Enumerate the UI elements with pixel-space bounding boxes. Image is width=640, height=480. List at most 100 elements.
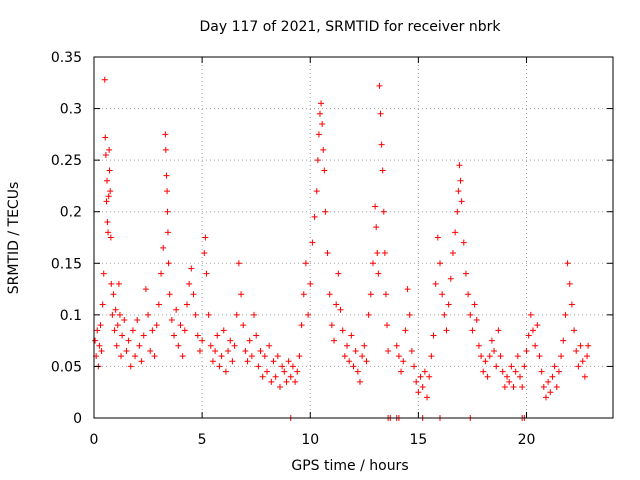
- data-point: [510, 384, 517, 391]
- data-point: [196, 347, 203, 354]
- data-point: [222, 368, 229, 375]
- data-point: [471, 301, 478, 308]
- data-point: [153, 322, 160, 329]
- data-point: [443, 327, 450, 334]
- y-tick-label: 0.3: [60, 102, 82, 118]
- data-point: [125, 337, 132, 344]
- plot-frame: [93, 56, 614, 419]
- data-point: [173, 306, 180, 313]
- data-point: [367, 291, 374, 298]
- data-point: [430, 332, 437, 339]
- data-point: [248, 353, 255, 360]
- data-point: [382, 291, 389, 298]
- data-point: [194, 332, 201, 339]
- data-point: [119, 332, 126, 339]
- data-point: [377, 110, 384, 117]
- data-point: [162, 146, 169, 153]
- data-point: [106, 146, 113, 153]
- data-point: [192, 311, 199, 318]
- data-point: [545, 378, 552, 385]
- data-point: [255, 363, 262, 370]
- data-point: [220, 327, 227, 334]
- data-point: [333, 301, 340, 308]
- data-point: [199, 337, 206, 344]
- data-point: [395, 353, 402, 360]
- data-point: [320, 146, 327, 153]
- data-point: [400, 358, 407, 365]
- data-point: [177, 322, 184, 329]
- data-point: [398, 368, 405, 375]
- data-point: [454, 208, 461, 215]
- data-point: [566, 280, 573, 287]
- data-point: [457, 177, 464, 184]
- y-axis-label: SRMTID / TECUs: [6, 182, 22, 295]
- data-point: [439, 291, 446, 298]
- data-point: [555, 368, 562, 375]
- data-point: [165, 260, 172, 267]
- data-point: [452, 229, 459, 236]
- data-point: [218, 353, 225, 360]
- data-point: [339, 327, 346, 334]
- data-point: [163, 172, 170, 179]
- data-point: [419, 384, 426, 391]
- data-point: [375, 270, 382, 277]
- data-point: [512, 368, 519, 375]
- data-point: [233, 311, 240, 318]
- data-point: [321, 167, 328, 174]
- data-point: [316, 110, 323, 117]
- data-point: [374, 249, 381, 256]
- data-point: [564, 260, 571, 267]
- data-point: [462, 270, 469, 277]
- data-point: [160, 244, 167, 251]
- data-point: [103, 177, 110, 184]
- data-point: [363, 358, 370, 365]
- data-point: [385, 347, 392, 354]
- data-point: [406, 311, 413, 318]
- data-point: [417, 373, 424, 380]
- data-point: [411, 363, 418, 370]
- data-point: [506, 378, 513, 385]
- data-point: [168, 317, 175, 324]
- data-point: [497, 353, 504, 360]
- data-point: [123, 347, 130, 354]
- data-point: [337, 306, 344, 313]
- data-point: [140, 332, 147, 339]
- data-point: [129, 327, 136, 334]
- data-point: [109, 311, 116, 318]
- data-point: [285, 358, 292, 365]
- data-point: [242, 347, 249, 354]
- data-point: [279, 363, 286, 370]
- y-tick-label: 0.15: [51, 256, 82, 272]
- data-point: [136, 342, 143, 349]
- y-tick-label: 0.25: [51, 153, 82, 169]
- data-point: [272, 373, 279, 380]
- data-point: [305, 311, 312, 318]
- data-point: [102, 151, 109, 158]
- data-point: [501, 384, 508, 391]
- x-tick-label: 20: [518, 432, 536, 448]
- data-point: [158, 270, 165, 277]
- data-point: [525, 332, 532, 339]
- y-tick-label: 0.2: [60, 205, 82, 221]
- data-point: [264, 368, 270, 375]
- data-point: [408, 347, 415, 354]
- data-point: [151, 353, 158, 360]
- axis-ticks: 0 0.05 0.1 0.15 0.2 0.25 0.3 0.35 0 5 10 15 20: [51, 50, 613, 448]
- data-point: [100, 270, 107, 277]
- data-point: [112, 306, 119, 313]
- data-point: [536, 353, 543, 360]
- data-point: [328, 322, 335, 329]
- data-point: [209, 358, 216, 365]
- data-point: [424, 394, 431, 401]
- data-point: [225, 347, 232, 354]
- data-point: [376, 82, 383, 89]
- data-point: [175, 342, 182, 349]
- data-point: [542, 394, 549, 401]
- x-tick-label: 10: [301, 432, 319, 448]
- data-point: [296, 353, 303, 360]
- data-point: [202, 234, 209, 241]
- data-point: [276, 384, 283, 391]
- data-point: [268, 378, 275, 385]
- data-point: [107, 188, 114, 195]
